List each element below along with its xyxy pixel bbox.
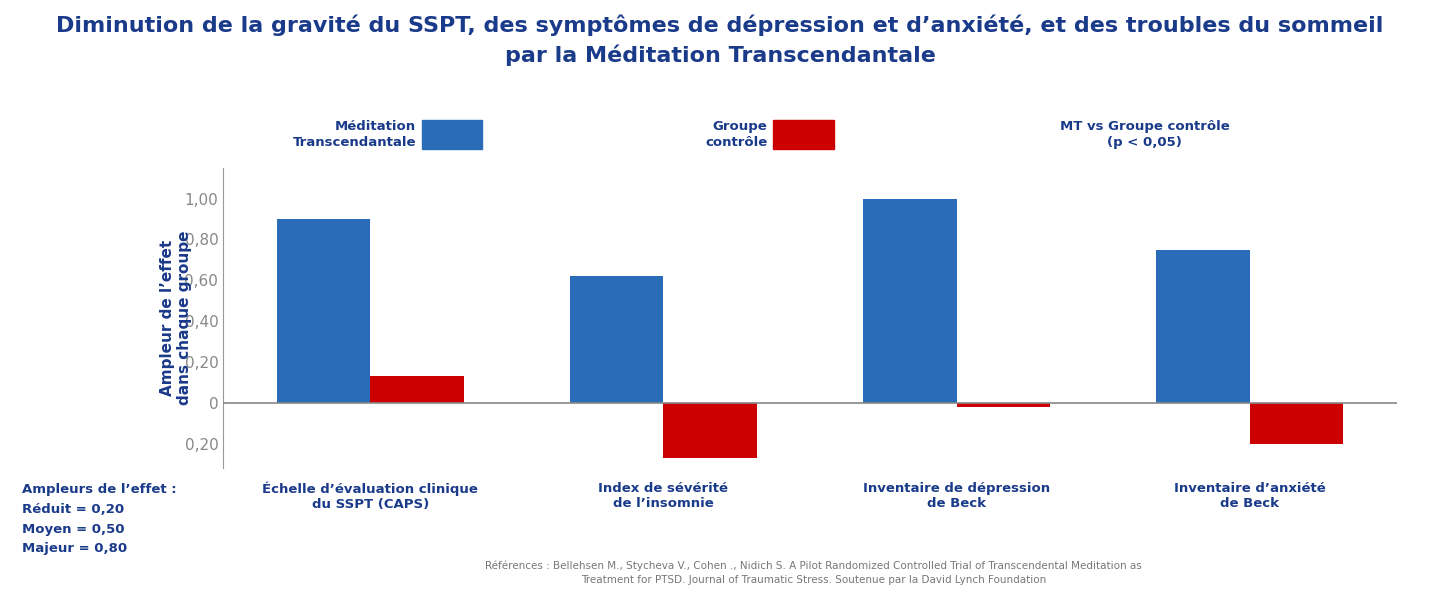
Y-axis label: Ampleur de l’effet
dans chaque groupe: Ampleur de l’effet dans chaque groupe xyxy=(160,231,193,405)
Bar xyxy=(276,219,370,403)
Bar xyxy=(664,403,757,458)
Text: Méditation
Transcendantale: Méditation Transcendantale xyxy=(292,119,416,149)
Text: Moyen = 0,50: Moyen = 0,50 xyxy=(22,523,124,536)
Bar xyxy=(1156,250,1250,403)
Text: Groupe
contrôle: Groupe contrôle xyxy=(706,119,768,149)
Bar xyxy=(570,276,664,403)
Text: Réduit = 0,20: Réduit = 0,20 xyxy=(22,503,124,516)
Text: MT vs Groupe contrôle
(p < 0,05): MT vs Groupe contrôle (p < 0,05) xyxy=(1060,119,1230,149)
Bar xyxy=(863,199,956,403)
Text: Majeur = 0,80: Majeur = 0,80 xyxy=(22,542,127,556)
Bar xyxy=(956,403,1050,407)
Text: Références : Bellehsen M., Stycheva V., Cohen ., Nidich S. A Pilot Randomized Co: Références : Bellehsen M., Stycheva V., … xyxy=(485,560,1142,585)
Bar xyxy=(1250,403,1344,443)
Bar xyxy=(370,376,464,403)
Text: Diminution de la gravité du SSPT, des symptômes de dépression et d’anxiété, et d: Diminution de la gravité du SSPT, des sy… xyxy=(56,15,1384,66)
Text: Ampleurs de l’effet :: Ampleurs de l’effet : xyxy=(22,483,176,496)
